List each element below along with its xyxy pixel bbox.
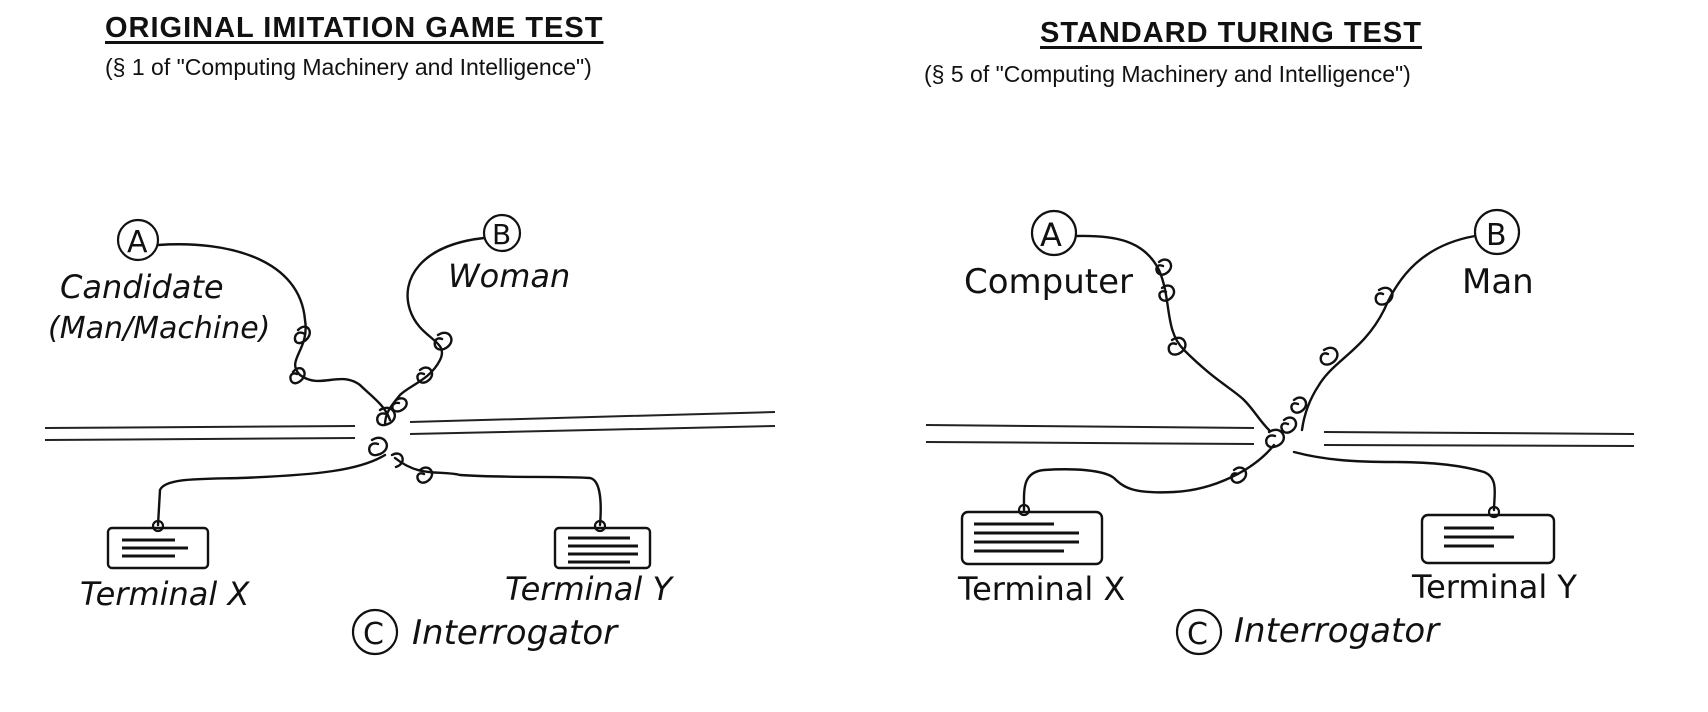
right-node-a-label: Computer xyxy=(964,262,1133,302)
left-node-b-circle xyxy=(482,213,522,253)
left-wire-tangle xyxy=(368,406,404,469)
standard-turing-test-panel: STANDARD TURING TEST (§ 5 of "Computing … xyxy=(854,0,1708,712)
left-node-c-label: Interrogator xyxy=(412,613,619,653)
right-terminal-y-knob xyxy=(1487,505,1501,519)
right-diagram: A Computer B Man Terminal X Terminal xyxy=(925,208,1635,656)
left-wire-y-loops xyxy=(416,466,434,484)
right-node-b-circle xyxy=(1473,208,1521,256)
right-wire-tangle xyxy=(1265,416,1298,449)
right-terminal-y-label: Terminal Y xyxy=(1411,568,1577,606)
left-node-a-label-line2: (Man/Machine) xyxy=(48,311,270,346)
right-node-c-circle xyxy=(1175,608,1223,656)
left-terminal-x-label: Terminal X xyxy=(80,575,250,613)
left-panel-title: ORIGINAL IMITATION GAME TEST xyxy=(105,12,604,44)
right-wire-x-loops xyxy=(1230,466,1248,484)
left-terminal-x-knob xyxy=(151,519,165,533)
left-node-a-label-line1: Candidate xyxy=(60,268,224,306)
left-wire-a-loops xyxy=(289,325,311,385)
left-node-a-circle xyxy=(116,218,160,262)
right-node-b-letter: B xyxy=(1486,218,1507,253)
right-panel-subtitle: (§ 5 of "Computing Machinery and Intelli… xyxy=(924,61,1411,87)
right-wire-terminal-x xyxy=(1022,443,1276,512)
right-wire-a xyxy=(1074,234,1271,432)
right-rail-top xyxy=(925,424,1635,435)
left-node-c-letter: C xyxy=(363,617,384,652)
right-rail-bottom xyxy=(925,441,1635,447)
left-rail-top xyxy=(44,411,776,429)
right-node-c-label: Interrogator xyxy=(1234,611,1441,651)
right-panel-title: STANDARD TURING TEST xyxy=(1040,17,1422,49)
right-node-c-letter: C xyxy=(1187,617,1208,652)
left-node-a-letter: A xyxy=(127,225,148,260)
left-rail-bottom xyxy=(44,425,776,441)
right-node-a-letter: A xyxy=(1040,216,1062,254)
right-wire-a-loops xyxy=(1155,258,1187,356)
original-imitation-game-panel: ORIGINAL IMITATION GAME TEST (§ 1 of "Co… xyxy=(44,12,776,656)
right-terminal-y-box xyxy=(1420,513,1556,565)
left-diagram: A Candidate (Man/Machine) B Woman Termin… xyxy=(44,213,776,656)
left-terminal-y-knob xyxy=(593,519,607,533)
left-terminal-y-label: Terminal Y xyxy=(505,570,674,608)
right-node-b-label: Man xyxy=(1462,262,1534,302)
left-wire-terminal-x xyxy=(156,453,387,527)
left-node-c-circle xyxy=(351,608,399,656)
right-wire-b-loops xyxy=(1290,286,1394,414)
left-node-b-label: Woman xyxy=(448,257,570,295)
left-wire-a xyxy=(156,243,392,422)
right-wire-terminal-y xyxy=(1292,450,1496,512)
left-node-b-letter: B xyxy=(492,218,511,251)
right-terminal-x-knob xyxy=(1017,503,1031,517)
left-wire-b-loops xyxy=(391,331,453,413)
right-terminal-x-box xyxy=(960,510,1104,566)
right-node-a-circle xyxy=(1030,209,1078,257)
right-terminal-x-label: Terminal X xyxy=(957,570,1125,608)
right-wire-b xyxy=(1300,234,1477,432)
left-panel-subtitle: (§ 1 of "Computing Machinery and Intelli… xyxy=(105,54,592,80)
